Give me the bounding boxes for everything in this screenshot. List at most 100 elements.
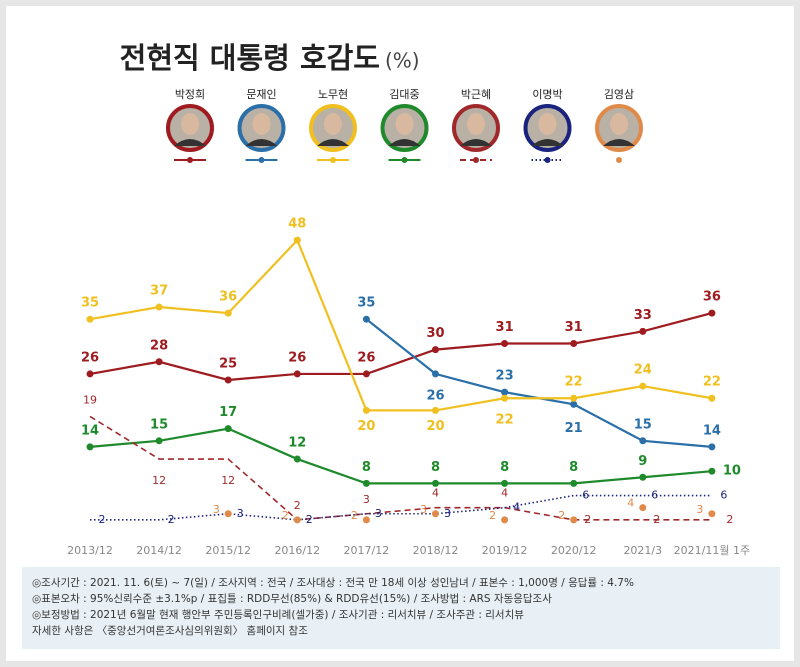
data-label: 37 [150,284,168,299]
data-label: 15 [634,417,652,432]
data-point [639,437,647,445]
data-point [501,479,509,487]
note: 자세한 사항은 〈중앙선거여론조사심의위원회〉 홈페이지 참조 [32,624,308,637]
data-label: 4 [501,487,508,500]
data-point [501,388,509,396]
data-label: 3 [420,503,427,516]
data-point [224,376,232,384]
data-point [501,394,509,402]
data-label: 2 [168,513,175,526]
legend-suit [460,139,492,146]
data-label: 31 [496,320,514,335]
data-label: 4 [432,487,439,500]
legend-label: 노무현 [318,88,348,101]
data-label: 4 [513,501,520,514]
legend-marker [473,157,479,163]
data-point [155,303,163,311]
x-tick-label: 2020/12 [551,544,597,557]
data-point [432,406,439,414]
legend-face [467,113,485,135]
data-point [570,394,578,402]
data-label: 2 [351,509,358,522]
legend-face [181,113,199,135]
data-point [155,437,163,445]
data-label: 2 [653,513,660,526]
data-label: 3 [696,503,703,516]
data-label: 26 [288,350,306,365]
data-point [432,370,439,378]
data-label: 28 [150,338,168,353]
data-label: 6 [720,489,727,502]
data-point [432,479,439,487]
legend-label: 김대중 [389,88,419,101]
data-point [155,358,163,366]
data-point [224,510,232,518]
data-point [293,370,301,378]
data-point [293,455,301,463]
data-label: 35 [81,296,99,311]
data-label: 2 [306,513,313,526]
data-label: 3 [213,503,220,516]
legend-suit [245,139,278,146]
data-point [432,346,439,354]
note: ◎표본오차 : 95%신뢰수준 ±3.1%p / 표집틀 : RDD무선(85%… [32,593,552,605]
legend-suit [174,139,206,146]
data-label: 30 [426,326,444,341]
series-line [90,494,712,521]
data-point [708,443,716,451]
legend-marker [401,157,408,163]
data-label: 3 [375,507,382,520]
data-label: 2 [294,499,301,512]
data-point [708,394,716,402]
data-point [708,467,716,475]
data-label: 19 [83,393,97,406]
note: ◎보정방법 : 2021년 6월말 현재 행안부 주민등록인구비례(셀가중) /… [32,609,524,621]
legend-marker [258,157,265,163]
data-label: 24 [634,363,652,378]
legend-label: 박정희 [175,88,205,101]
legend-label: 문재인 [246,88,276,101]
data-label: 12 [288,436,306,451]
data-point [86,443,94,451]
data-label: 12 [152,474,166,487]
legend-label: 김영삼 [604,88,634,101]
x-tick-label: 2013/12 [67,544,113,557]
legend-face [324,113,342,135]
x-tick-label: 2017/12 [344,544,390,557]
notes-box [22,567,780,649]
data-label: 35 [357,296,375,311]
data-point [432,510,439,518]
data-label: 8 [431,460,440,475]
data-point [224,425,232,433]
legend-marker [544,157,551,163]
series-line [89,427,712,485]
data-label: 6 [651,489,658,502]
data-point [639,473,647,481]
data-label: 6 [582,489,589,502]
data-point [86,315,94,323]
legend-suit [388,139,421,146]
data-label: 2 [558,509,565,522]
legend-suit [317,139,349,146]
data-label: 14 [703,423,721,438]
data-label: 20 [357,419,375,434]
data-label: 21 [565,421,583,436]
data-point [501,340,509,348]
legend-face [610,113,628,135]
legend-face [252,113,271,135]
note: ◎조사기간 : 2021. 11. 6(토) ~ 7(일) / 조사지역 : 전… [32,576,634,589]
data-point [362,516,370,524]
legend-marker [616,157,622,163]
data-point [708,309,716,317]
x-tick-label: 2021/3 [623,544,662,557]
legend-face [538,113,557,135]
data-label: 3 [237,507,244,520]
panel [6,6,794,661]
data-point [224,309,232,317]
data-label: 2 [489,509,496,522]
chart-unit: (%) [385,49,420,73]
data-label: 8 [500,460,509,475]
data-point [639,327,647,335]
data-point [362,406,370,414]
data-point [362,315,370,323]
